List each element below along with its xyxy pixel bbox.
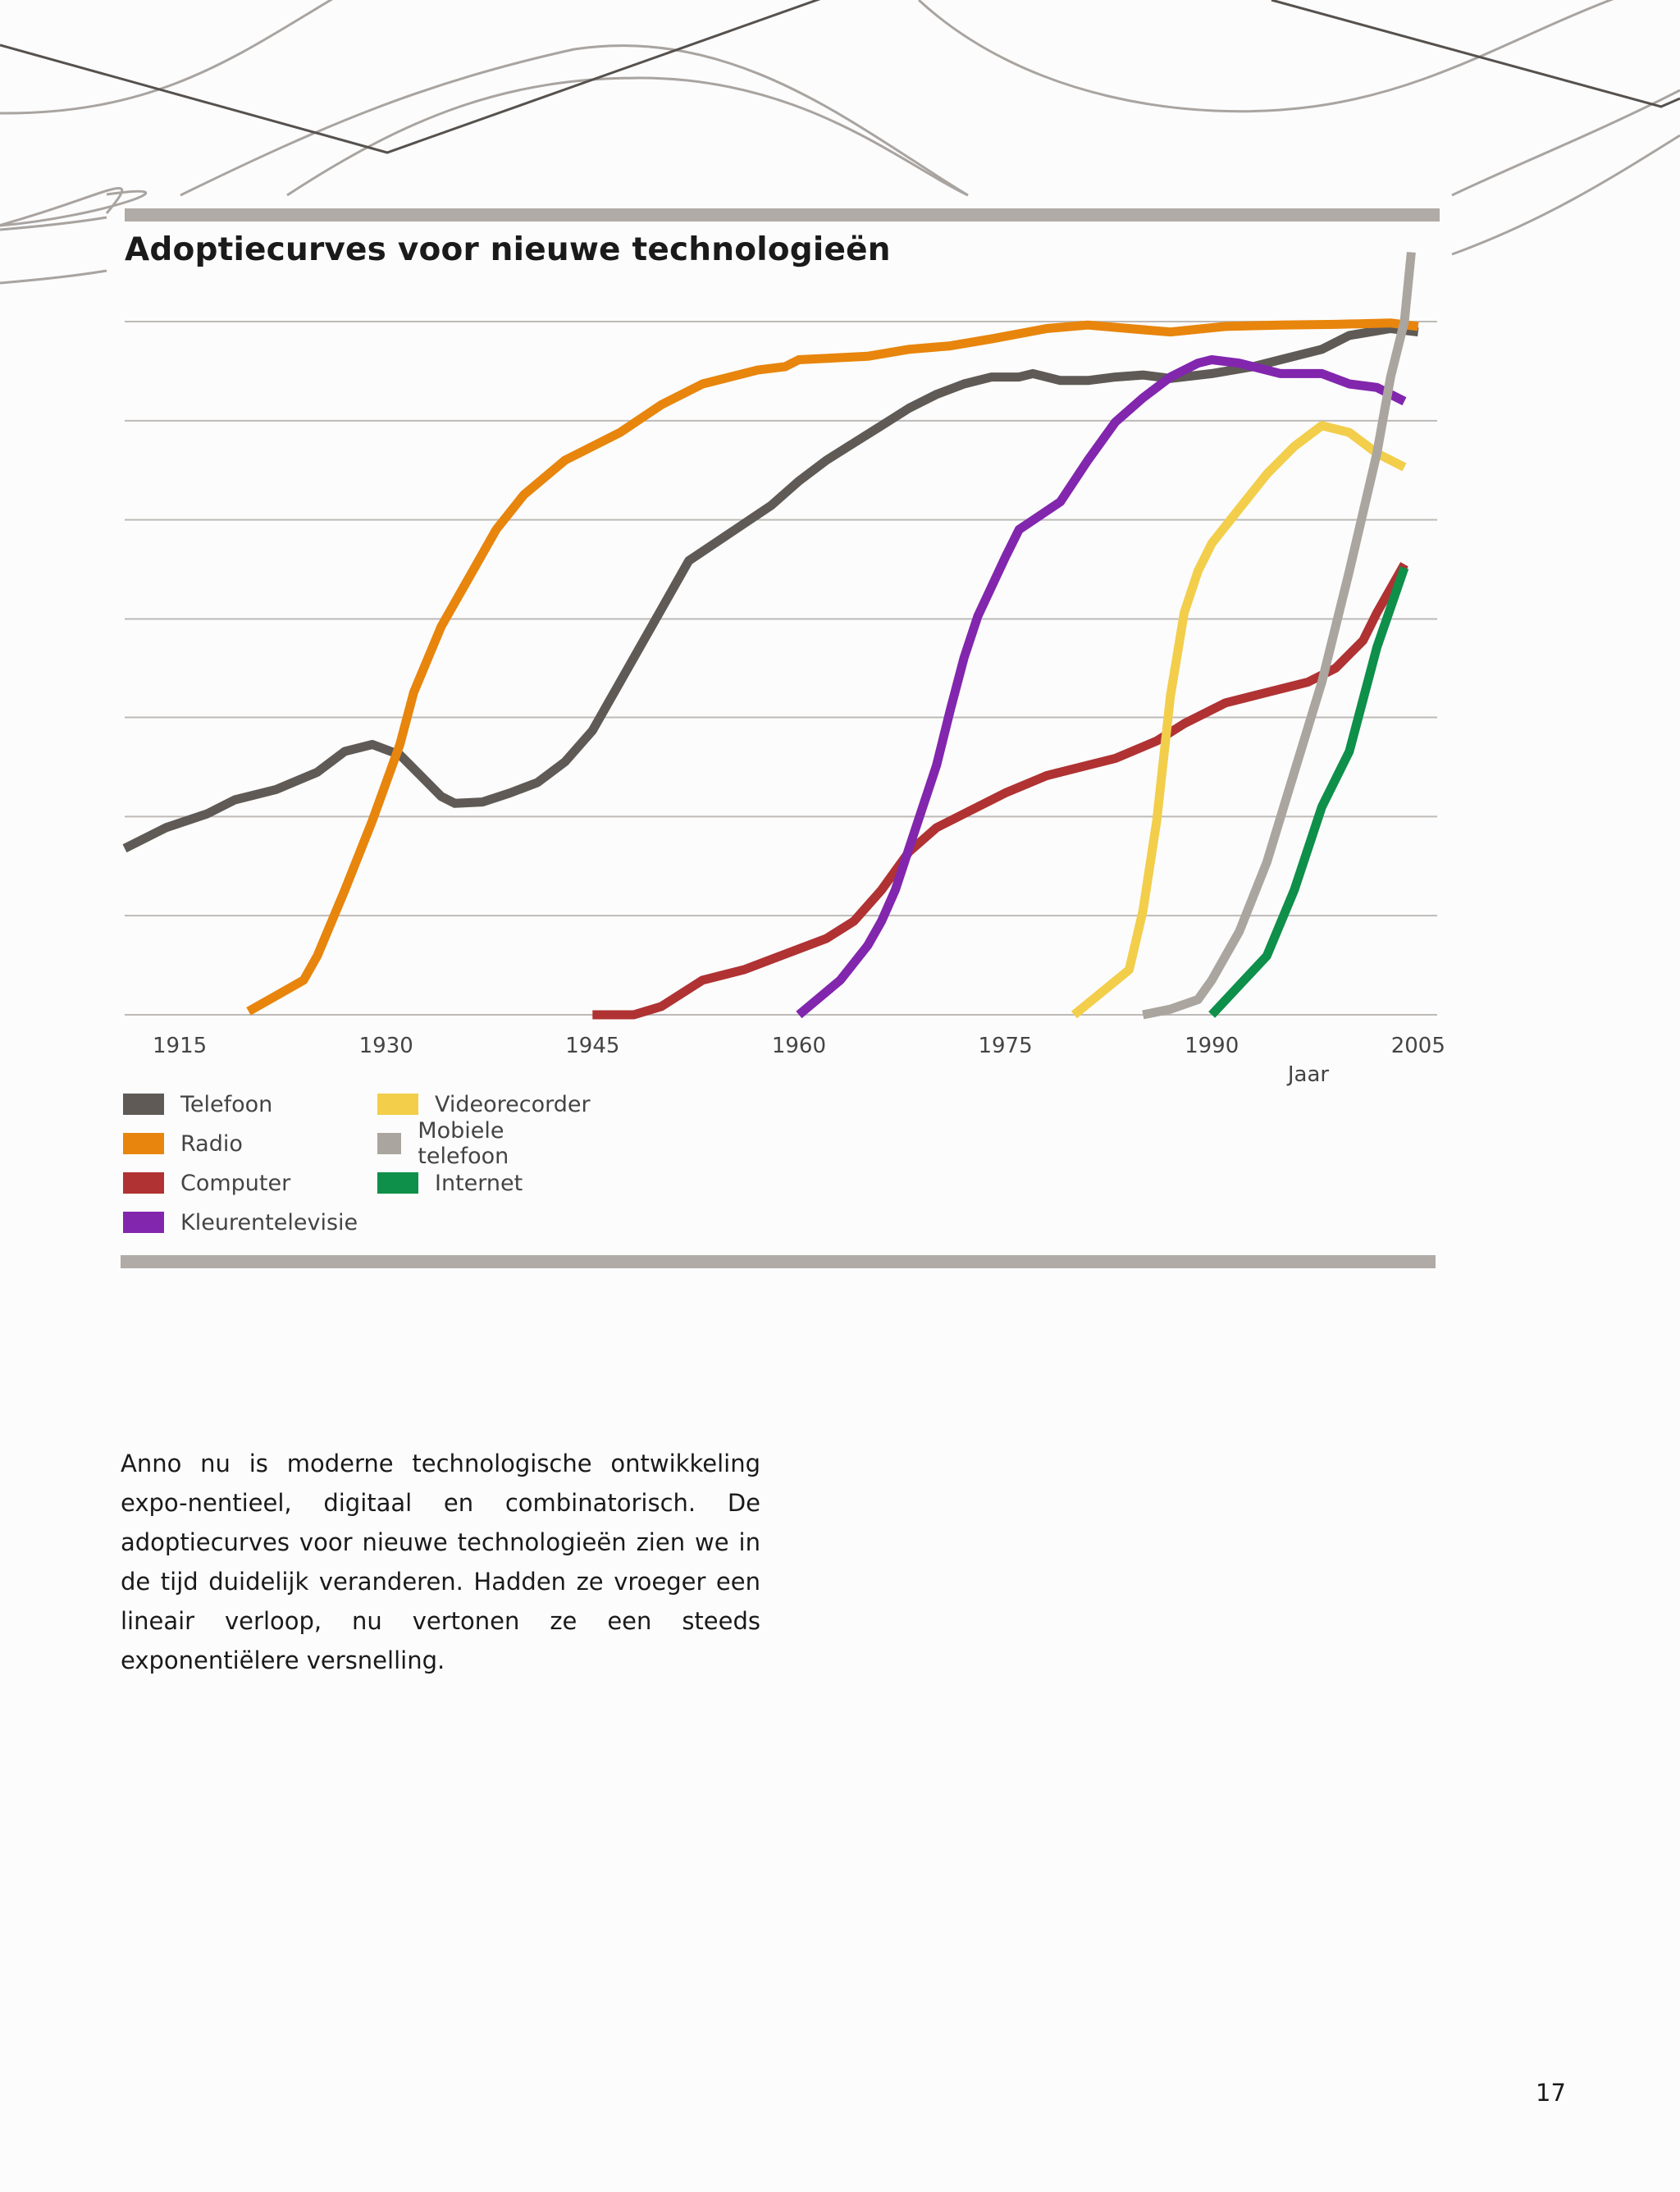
series-line-computer — [592, 562, 1408, 1020]
series-line-mobiele-telefoon — [1142, 251, 1416, 1020]
body-paragraph: Anno nu is moderne technologische ontwik… — [121, 1444, 760, 1680]
x-tick-label: 1915 — [153, 1034, 207, 1058]
legend-item: Internet — [377, 1170, 523, 1196]
x-tick-label: 1930 — [359, 1034, 413, 1058]
legend-swatch — [377, 1094, 418, 1115]
legend-swatch — [377, 1133, 402, 1154]
legend-label: Kleurentelevisie — [180, 1209, 358, 1235]
series-line-videorecorder — [1071, 421, 1407, 1019]
legend-swatch — [123, 1094, 164, 1115]
legend-swatch — [123, 1133, 164, 1154]
legend-item: Videorecorder — [377, 1091, 591, 1117]
chart-top-bar — [125, 208, 1440, 221]
decorative-wave-lines — [0, 0, 1680, 285]
page-number: 17 — [1536, 2079, 1566, 2107]
x-tick-label: 1960 — [772, 1034, 826, 1058]
x-tick-label: 1945 — [565, 1034, 619, 1058]
legend-label: Mobiele telefoon — [418, 1118, 509, 1169]
adoption-line-chart: 1915 1930 1945 1960 1975 1990 2005 Jaar — [122, 251, 1445, 1087]
legend-item: Radio — [123, 1130, 243, 1157]
series-line-radio — [246, 318, 1419, 1016]
legend-swatch — [123, 1212, 164, 1233]
legend-item: Mobiele telefoon — [377, 1118, 526, 1169]
series-line-internet — [1208, 566, 1409, 1018]
x-tick-label: 2005 — [1391, 1034, 1445, 1058]
legend-label: Videorecorder — [435, 1091, 591, 1117]
series-line-kleurentelevisie — [796, 355, 1407, 1019]
legend-item: Telefoon — [123, 1091, 272, 1117]
x-axis-label: Jaar — [1286, 1062, 1330, 1087]
x-tick-label: 1990 — [1185, 1034, 1239, 1058]
legend-swatch — [377, 1172, 418, 1194]
legend-item: Kleurentelevisie — [123, 1209, 358, 1235]
legend-label: Internet — [435, 1170, 523, 1196]
legend-label: Telefoon — [180, 1091, 273, 1117]
legend-label: Radio — [180, 1130, 243, 1157]
legend-item: Computer — [123, 1170, 290, 1196]
x-tick-label: 1975 — [978, 1034, 1032, 1058]
chart-title: Adoptiecurves voor nieuwe technologieën — [125, 231, 891, 268]
legend-swatch — [123, 1172, 164, 1194]
chart-bottom-bar — [121, 1255, 1436, 1268]
legend-label: Computer — [180, 1170, 291, 1196]
series-line-telefoon — [122, 324, 1419, 853]
body-paragraph-text: Anno nu is moderne technologische ontwik… — [121, 1450, 760, 1674]
